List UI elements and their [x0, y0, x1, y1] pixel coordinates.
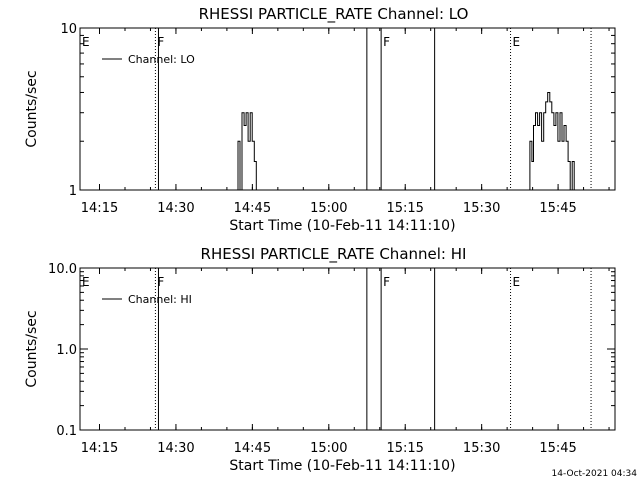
x-tick-label: 15:30: [463, 441, 500, 456]
legend-label: Channel: LO: [128, 53, 195, 66]
y-tick-label: 0.1: [56, 424, 77, 439]
x-tick-label: 14:15: [81, 441, 118, 456]
y-axis-label: Counts/sec: [24, 70, 40, 147]
x-tick-label: 14:30: [157, 201, 194, 216]
y-tick-label: 10: [60, 22, 77, 37]
x-tick-label: 15:45: [539, 441, 576, 456]
y-tick-label: 1.0: [56, 343, 77, 358]
x-tick-label: 14:45: [234, 201, 271, 216]
x-tick-label: 15:45: [539, 201, 576, 216]
x-axis-label: Start Time (10-Feb-11 14:11:10): [229, 218, 455, 234]
data-series-line: [529, 92, 575, 191]
plot-frame: [79, 27, 616, 191]
chart-title: RHESSI PARTICLE_RATE Channel: LO: [199, 5, 469, 24]
x-tick-label: 15:15: [386, 201, 423, 216]
y-tick-label: 1: [69, 184, 77, 199]
event-marker-label: E: [513, 275, 521, 289]
event-marker-label: E: [82, 35, 90, 49]
event-marker-label: F: [157, 275, 164, 289]
y-tick-label: 10.0: [48, 262, 77, 277]
panel-lo: RHESSI PARTICLE_RATE Channel: LO Counts/s…: [24, 5, 616, 234]
x-tick-label: 14:15: [81, 201, 118, 216]
x-axis-label: Start Time (10-Feb-11 14:11:10): [229, 458, 455, 474]
x-tick-label: 15:30: [463, 201, 500, 216]
event-marker-label: F: [157, 35, 164, 49]
chart-title: RHESSI PARTICLE_RATE Channel: HI: [201, 245, 467, 264]
x-tick-label: 15:15: [386, 441, 423, 456]
x-tick-label: 14:30: [157, 441, 194, 456]
event-marker-label: F: [383, 275, 390, 289]
y-axis-label: Counts/sec: [24, 310, 40, 387]
event-marker-label: E: [82, 275, 90, 289]
panel-hi: RHESSI PARTICLE_RATE Channel: HI Counts/s…: [24, 245, 616, 474]
footer-timestamp: 14-Oct-2021 04:34: [552, 469, 638, 479]
event-marker-label: F: [383, 35, 390, 49]
event-marker-label: E: [513, 35, 521, 49]
x-tick-label: 15:00: [310, 201, 347, 216]
legend-label: Channel: HI: [128, 293, 192, 306]
x-tick-label: 14:45: [234, 441, 271, 456]
x-tick-label: 15:00: [310, 441, 347, 456]
data-series-line: [237, 112, 257, 191]
